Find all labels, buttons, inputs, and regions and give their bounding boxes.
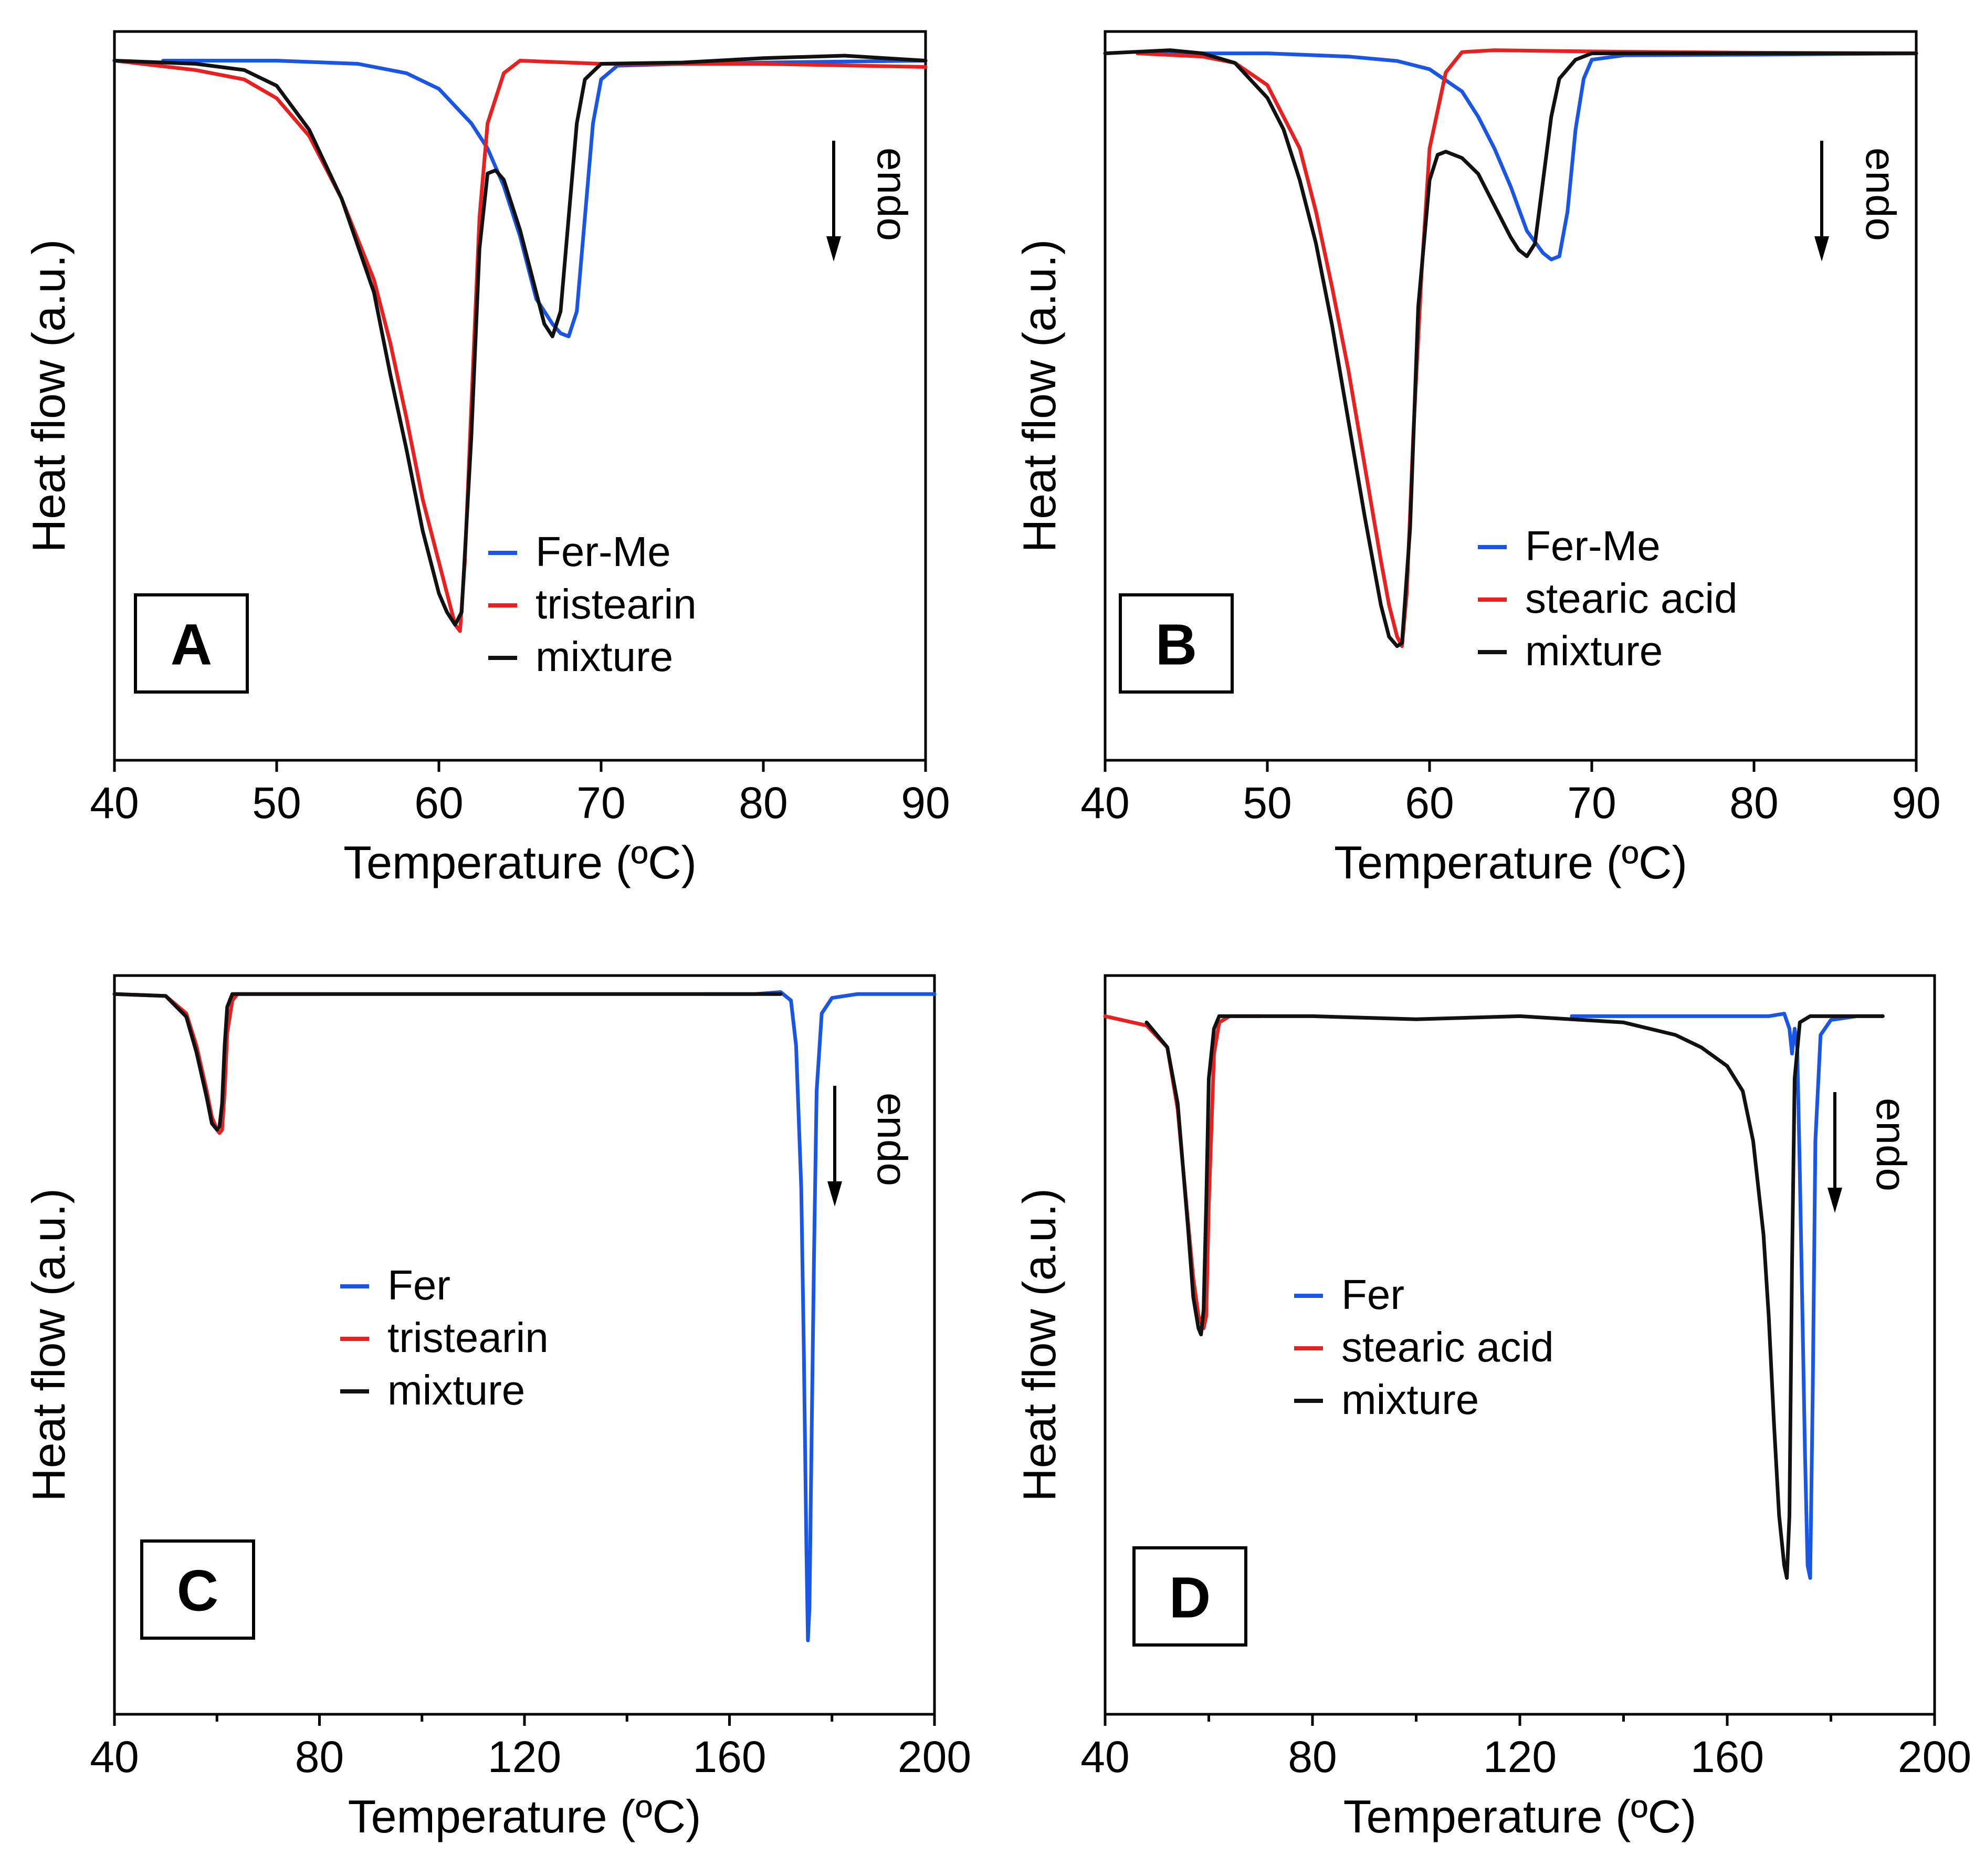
- x-tick-label: 40: [1080, 1732, 1129, 1781]
- series-line-mixture: [1103, 48, 1918, 648]
- legend-label: stearic acid: [1525, 575, 1738, 622]
- x-tick-label: 160: [1690, 1732, 1764, 1781]
- x-tick-label: 40: [1080, 778, 1129, 827]
- legend-label: mixture: [535, 633, 673, 680]
- series-line-stearic-acid: [1136, 48, 1918, 648]
- x-tick-label: 160: [692, 1732, 766, 1781]
- x-tick-label: 90: [901, 778, 950, 827]
- x-tick-label: 60: [414, 778, 463, 827]
- x-tick-label: 120: [1483, 1732, 1557, 1781]
- x-tick-label: 120: [488, 1732, 561, 1781]
- x-tick-label: 200: [1898, 1732, 1971, 1781]
- y-axis-label: Heat flow (a.u.): [23, 1188, 75, 1502]
- endo-label: endo: [869, 1093, 916, 1186]
- panel-label-box: [140, 1539, 255, 1640]
- x-axis-label: Temperature (ºC): [1334, 836, 1687, 888]
- y-axis-label: Heat flow (a.u.): [23, 239, 75, 553]
- chart-panel-c: 40 80 120 160 200 Temperature (ºC) Heat flow (…: [23, 974, 971, 1842]
- chart-panel-a: 40 50 60 70 80 90 Temperature (ºC) Heat flow (a…: [23, 30, 950, 888]
- legend-label: Fer-Me: [535, 528, 671, 575]
- x-tick-label: 80: [295, 1732, 344, 1781]
- legend-label: tristearin: [387, 1314, 549, 1361]
- x-tick-label: 60: [1405, 778, 1454, 827]
- x-tick-label: 40: [90, 778, 139, 827]
- series-line-mixture: [112, 54, 928, 627]
- legend-label: Fer-Me: [1525, 522, 1661, 569]
- x-tick-label: 80: [739, 778, 787, 827]
- panel-label-box: [1119, 593, 1234, 694]
- legend-label: mixture: [387, 1367, 525, 1413]
- endo-arrow-icon: [826, 236, 841, 261]
- x-tick-label: 70: [576, 778, 625, 827]
- series-line-tristearin: [112, 992, 321, 1135]
- plot-frame: [113, 30, 927, 762]
- x-tick-label: 50: [1243, 778, 1291, 827]
- endo-arrow-icon: [1814, 236, 1829, 261]
- x-tick-label: 90: [1892, 778, 1940, 827]
- series-line-fer: [702, 990, 937, 1642]
- y-axis-label: Heat flow (a.u.): [1013, 239, 1065, 553]
- panel-label: A: [171, 613, 212, 677]
- series-line-fer-me: [161, 59, 928, 339]
- legend-label: stearic acid: [1341, 1324, 1554, 1370]
- x-axis-label: Temperature (ºC): [1343, 1790, 1697, 1842]
- series-line-tristearin: [112, 59, 928, 633]
- legend-label: mixture: [1525, 627, 1663, 674]
- legend-label: tristearin: [535, 581, 697, 627]
- x-tick-label: 70: [1567, 778, 1616, 827]
- y-axis-label: Heat flow (a.u.): [1013, 1188, 1065, 1502]
- endo-label: endo: [1857, 148, 1904, 241]
- chart-panel-b: 40 50 60 70 80 90 Temperature (ºC) Heat flow (a…: [1013, 30, 1941, 888]
- endo-label: endo: [1868, 1098, 1915, 1191]
- x-tick-label: 80: [1288, 1732, 1337, 1781]
- x-tick-label: 200: [898, 1732, 971, 1781]
- panel-label: D: [1169, 1566, 1211, 1630]
- endo-label: endo: [869, 148, 916, 241]
- plot-frame: [1104, 30, 1918, 762]
- legend-label: Fer: [387, 1262, 450, 1308]
- chart-panel-d: 40 80 120 160 200 Temperature (ºC) Heat flow (…: [1013, 974, 1971, 1842]
- panel-label-box: [1132, 1546, 1247, 1647]
- series-line-mixture: [112, 992, 783, 1132]
- panel-label: C: [177, 1559, 218, 1623]
- x-tick-label: 80: [1729, 778, 1778, 827]
- panel-label: B: [1156, 613, 1197, 677]
- legend-label: mixture: [1341, 1376, 1479, 1423]
- legend-label: Fer: [1341, 1271, 1404, 1318]
- x-tick-label: 40: [90, 1732, 139, 1781]
- panel-label-box: [134, 593, 249, 694]
- x-tick-label: 50: [252, 778, 301, 827]
- endo-arrow-icon: [827, 1181, 842, 1207]
- x-axis-label: Temperature (ºC): [343, 836, 697, 888]
- x-axis-label: Temperature (ºC): [348, 1790, 701, 1842]
- endo-arrow-icon: [1828, 1188, 1842, 1213]
- series-line-mixture: [1144, 1014, 1885, 1580]
- series-line-fer: [1570, 1012, 1885, 1580]
